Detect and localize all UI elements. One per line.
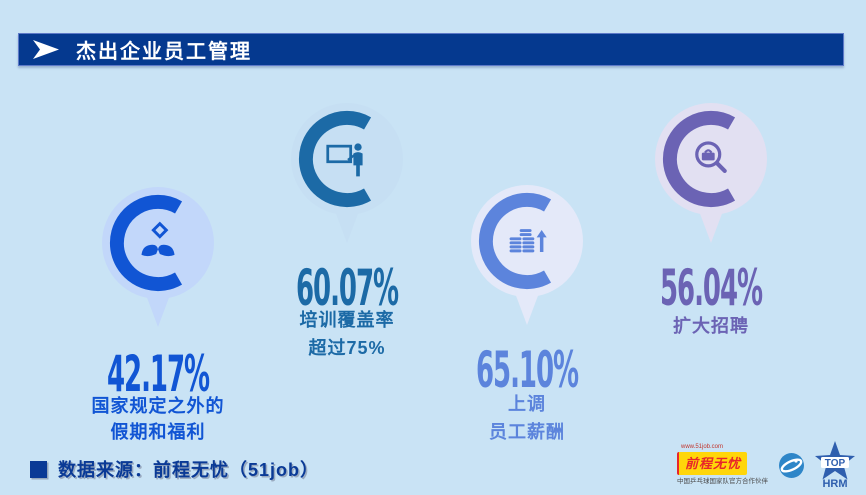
progress-ring <box>478 192 576 290</box>
svg-text:HRM: HRM <box>822 478 847 489</box>
data-source-label: 数据来源：前程无忧（51job） <box>58 460 320 480</box>
square-bullet-icon <box>30 460 47 478</box>
stat-label-line2: 假期和福利 <box>110 422 206 442</box>
salary-coins-icon <box>509 229 547 253</box>
stat-value: 56.04% <box>659 259 763 317</box>
svg-text:TOP: TOP <box>825 458 846 469</box>
logo-51job: www.51job.com 前程无忧 中国乒乓球国家队官方合作伙伴 <box>677 444 769 486</box>
data-source-row: 数据来源：前程无忧（51job） <box>30 456 319 482</box>
stat-label-line1: 扩大招聘 <box>673 316 749 336</box>
training-presenter-icon <box>326 143 363 177</box>
progress-ring <box>298 110 396 208</box>
top-hrm-star-logo: TOP HRM <box>815 441 855 489</box>
stat-bubble <box>471 185 583 297</box>
logo-51job-wordmark: 前程无忧 <box>677 452 748 475</box>
stat-label-line1: 上调 <box>508 394 546 414</box>
stat-bubble <box>291 103 403 215</box>
right-arrow-icon <box>33 39 59 59</box>
header-bar: 杰出企业员工管理 <box>18 33 844 66</box>
logo-51job-subtitle: 中国乒乓球国家队官方合作伙伴 <box>677 478 768 485</box>
stat-label-line2: 员工薪酬 <box>489 422 565 442</box>
stat-value: 60.07% <box>295 259 399 317</box>
recruitment-search-icon <box>695 141 727 173</box>
progress-ring <box>109 194 207 292</box>
stat-value: 42.17% <box>106 345 210 403</box>
stat-label-line1: 国家规定之外的 <box>91 396 225 416</box>
page-title: 杰出企业员工管理 <box>76 41 252 63</box>
globe-logo-icon <box>779 452 804 478</box>
stat-label-line2: 超过75% <box>308 338 386 358</box>
stat-bubble <box>655 103 767 215</box>
stat-bubble <box>102 187 214 299</box>
logo-51job-url: www.51job.com <box>681 444 724 450</box>
stat-label-line1: 培训覆盖率 <box>299 310 395 330</box>
footer-logos: www.51job.com 前程无忧 中国乒乓球国家队官方合作伙伴 TOP HR… <box>677 441 856 489</box>
stat-value: 65.10% <box>475 341 579 399</box>
progress-ring <box>662 110 760 208</box>
hands-holding-benefit-icon <box>141 221 175 257</box>
